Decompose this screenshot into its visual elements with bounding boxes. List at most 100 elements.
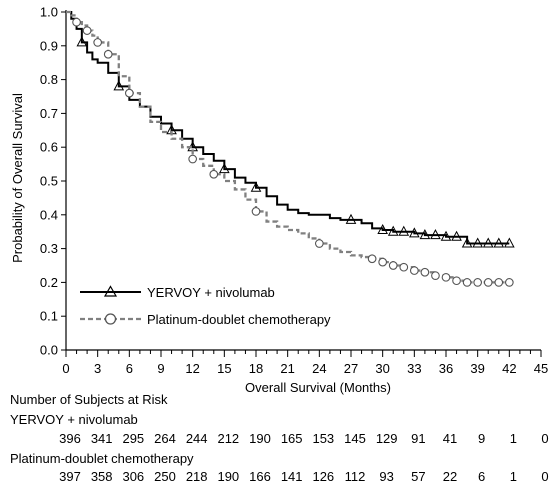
x-tick-label: 0 <box>62 361 69 376</box>
series-line-1 <box>66 11 510 245</box>
risk-value: 264 <box>154 431 176 446</box>
censor-marker-series-1 <box>493 237 505 248</box>
censor-marker-series-1 <box>419 229 431 240</box>
censor-marker-series-1 <box>76 36 88 47</box>
y-tick-label: 0.4 <box>40 207 58 222</box>
censor-marker-series-2 <box>209 169 219 179</box>
risk-value: 126 <box>312 469 334 484</box>
censor-marker-series-1 <box>219 163 230 174</box>
censor-marker-series-1 <box>409 227 420 238</box>
risk-value: 22 <box>443 469 457 484</box>
risk-row-series-1: 396 341 295 264 244 212 190 165 153 145 129 91 41 9 1 0 <box>59 431 548 446</box>
censor-marker-series-2 <box>378 257 388 267</box>
series-line-2 <box>66 10 510 284</box>
censor-marker-series-2 <box>93 38 103 47</box>
x-tick-label: 6 <box>126 361 133 376</box>
x-tick-label: 45 <box>534 361 548 376</box>
risk-value: 397 <box>59 469 81 484</box>
x-tick-label: 21 <box>280 361 294 376</box>
censor-marker-series-2 <box>388 261 398 270</box>
risk-value: 93 <box>379 469 393 484</box>
censor-marker-series-1 <box>440 230 452 241</box>
x-tick-label: 30 <box>375 361 389 376</box>
risk-table-title: Number of Subjects at Risk <box>10 392 168 407</box>
legend-item-series-2: Platinum-doublet chemotherapy <box>80 312 331 327</box>
risk-value: 306 <box>122 469 144 484</box>
censor-marker-series-2 <box>462 278 472 287</box>
censor-marker-series-2 <box>409 266 419 275</box>
x-tick-label: 9 <box>157 361 164 376</box>
x-tick-label: 15 <box>217 361 231 376</box>
x-tick-label: 12 <box>185 361 199 376</box>
censor-marker-series-2 <box>399 262 409 272</box>
y-tick-label: 0.3 <box>40 241 58 256</box>
y-tick-label: 0.1 <box>40 309 58 324</box>
risk-row-series-2: 397 358 306 250 218 190 166 141 126 112 93 57 22 6 1 0 <box>59 469 548 484</box>
legend-item-series-1: YERVOY + nivolumab <box>80 285 275 300</box>
risk-value: 129 <box>376 431 398 446</box>
censor-marker-series-2 <box>124 88 134 98</box>
censor-marker-series-2 <box>494 278 504 287</box>
y-tick-label: 0.6 <box>40 140 58 155</box>
risk-value: 190 <box>217 469 239 484</box>
risk-value: 91 <box>411 431 425 446</box>
x-tick-label: 3 <box>94 361 101 376</box>
censor-marker-series-1 <box>472 237 483 248</box>
risk-value: 41 <box>443 431 457 446</box>
risk-value: 6 <box>478 469 485 484</box>
y-tick-label: 0.5 <box>40 174 58 189</box>
censor-marker-series-2 <box>367 254 377 264</box>
censor-marker-series-1 <box>387 225 399 236</box>
censor-marker-series-2 <box>504 278 514 287</box>
risk-value: 396 <box>59 431 81 446</box>
risk-value: 0 <box>541 469 548 484</box>
risk-value: 212 <box>217 431 239 446</box>
x-tick-label: 27 <box>344 361 358 376</box>
risk-value: 9 <box>478 431 485 446</box>
legend: YERVOY + nivolumab Platinum-doublet chem… <box>80 285 331 327</box>
y-tick-label: 0.7 <box>40 106 58 121</box>
x-axis-label: Overall Survival (Months) <box>245 380 391 395</box>
risk-value: 1 <box>510 469 517 484</box>
censor-marker-series-2 <box>314 239 324 248</box>
risk-value: 57 <box>411 469 425 484</box>
circle-marker-icon <box>104 313 117 325</box>
y-tick-label: 0.9 <box>40 38 58 53</box>
y-tick-label: 0.8 <box>40 72 58 87</box>
censor-marker-series-2 <box>473 278 483 287</box>
y-tick-label: 0.2 <box>40 275 58 290</box>
censor-marker-series-2 <box>483 278 493 287</box>
x-tick-label: 42 <box>502 361 516 376</box>
x-tick-label: 39 <box>470 361 484 376</box>
risk-value: 141 <box>281 469 303 484</box>
censor-marker-series-2 <box>103 49 113 59</box>
risk-value: 112 <box>345 469 366 484</box>
risk-value: 341 <box>91 431 113 446</box>
censor-marker-series-1 <box>377 223 388 235</box>
censor-marker-series-1 <box>461 237 473 248</box>
risk-value: 145 <box>344 431 366 446</box>
risk-value: 166 <box>249 469 271 484</box>
risk-table: Number of Subjects at Risk YERVOY + nivo… <box>10 392 549 484</box>
x-tick-label: 36 <box>439 361 453 376</box>
x-tick-label: 18 <box>249 361 263 376</box>
risk-row-label-series-2: Platinum-doublet chemotherapy <box>10 451 194 466</box>
legend-label-series-1: YERVOY + nivolumab <box>147 285 275 300</box>
x-tick-label: 24 <box>312 361 326 376</box>
risk-value: 0 <box>541 431 548 446</box>
risk-value: 250 <box>154 469 176 484</box>
censor-marker-series-1 <box>430 229 441 240</box>
series-layer <box>66 10 515 287</box>
triangle-marker-icon <box>103 285 118 297</box>
censor-marker-series-2 <box>452 276 461 286</box>
censor-marker-series-2 <box>72 17 81 27</box>
risk-value: 295 <box>122 431 144 446</box>
risk-row-label-series-1: YERVOY + nivolumab <box>10 412 138 427</box>
risk-value: 165 <box>281 431 303 446</box>
censor-marker-series-2 <box>251 207 261 216</box>
censor-marker-series-2 <box>431 271 440 280</box>
y-tick-label: 1.0 <box>40 5 58 20</box>
censor-marker-series-2 <box>420 267 430 277</box>
risk-value: 190 <box>249 431 271 446</box>
x-tick-label: 33 <box>407 361 421 376</box>
